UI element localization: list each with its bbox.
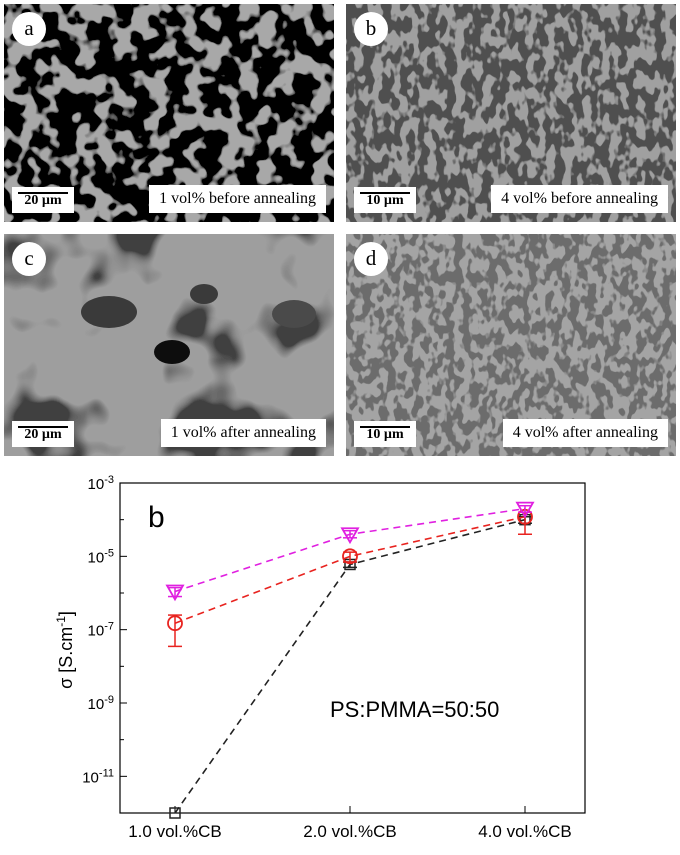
micrograph-c: c 20 µm 1 vol% after annealing xyxy=(4,234,334,456)
micrograph-b: b 10 µm 4 vol% before annealing xyxy=(346,4,676,222)
panel-caption: 1 vol% before annealing xyxy=(149,185,326,213)
series-line xyxy=(174,515,526,624)
y-tick-label: 10-11 xyxy=(82,767,114,786)
panel-caption: 1 vol% after annealing xyxy=(160,419,326,447)
panel-label: b xyxy=(354,12,388,46)
panel-label: a xyxy=(12,12,46,46)
y-tick-label: 10-5 xyxy=(88,547,114,566)
scale-bar: 10 µm xyxy=(354,421,416,447)
y-axis-ticks: 10-3 10-5 10-7 10-9 10-11 xyxy=(82,474,127,814)
data-point-triangle xyxy=(340,527,360,545)
panel-caption: 4 vol% before annealing xyxy=(491,185,668,213)
chart-panel-label: b xyxy=(148,501,165,534)
scale-bar: 10 µm xyxy=(354,187,416,213)
panel-label: c xyxy=(12,242,46,276)
micrograph-d: d 10 µm 4 vol% after annealing xyxy=(346,234,676,456)
data-point-circle xyxy=(167,615,183,632)
x-tick-label: 1.0 vol.%CB xyxy=(128,822,222,841)
x-tick-label: 2.0 vol.%CB xyxy=(303,822,397,841)
data-point-triangle xyxy=(515,501,535,519)
y-tick-label: 10-7 xyxy=(88,621,114,640)
panel-caption: 4 vol% after annealing xyxy=(502,419,668,447)
series-layer xyxy=(165,501,535,819)
scale-bar: 20 µm xyxy=(12,187,74,213)
panel-label: d xyxy=(354,242,388,276)
data-point-triangle xyxy=(165,584,185,602)
scale-bar: 20 µm xyxy=(12,421,74,447)
y-tick-label: 10-3 xyxy=(88,474,114,493)
data-point-circle xyxy=(342,548,358,565)
y-tick-label: 10-9 xyxy=(88,694,114,713)
conductivity-chart: b PS:PMMA=50:50 σ [S.cm-1] 10-310-510-71… xyxy=(54,474,586,841)
plot-frame xyxy=(119,482,586,814)
y-axis-label: σ [S.cm-1] xyxy=(54,611,76,689)
data-point-square xyxy=(169,807,181,819)
chart-annotation: PS:PMMA=50:50 xyxy=(330,697,499,722)
x-axis-ticks: 1.0 vol.%CB 2.0 vol.%CB 4.0 vol.%CB xyxy=(128,806,572,841)
micrograph-a: a 20 µm 1 vol% before annealing xyxy=(4,4,334,222)
x-tick-label: 4.0 vol.%CB xyxy=(478,822,572,841)
